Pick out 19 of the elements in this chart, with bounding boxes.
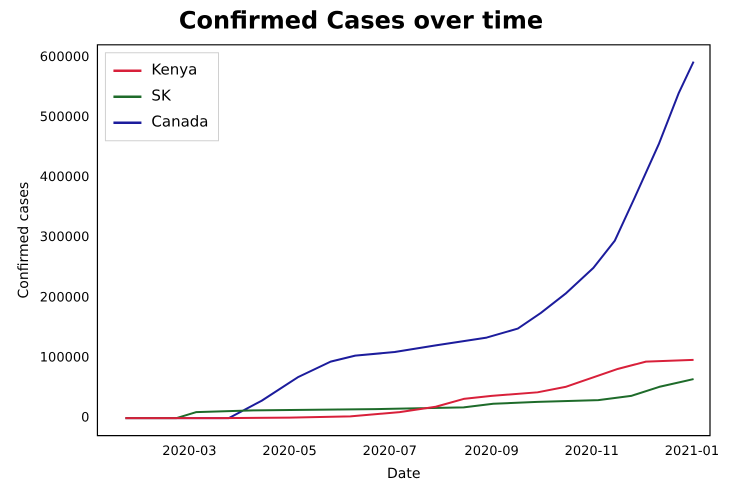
y-tick-label: 400000 xyxy=(40,170,90,186)
legend-label: Kenya xyxy=(151,60,198,79)
x-tick-label: 2020-05 xyxy=(262,444,317,459)
x-tick-label: 2020-09 xyxy=(464,444,519,459)
y-tick-label: 0 xyxy=(81,410,90,426)
x-tick-label: 2021-01 xyxy=(664,444,720,459)
legend-label: Canada xyxy=(151,112,209,131)
legend-label: SK xyxy=(151,86,172,105)
x-tick-label: 2020-07 xyxy=(362,444,417,459)
y-tick-label: 200000 xyxy=(40,290,90,306)
x-tick-label: 2020-03 xyxy=(162,444,217,459)
y-tick-label: 100000 xyxy=(40,350,90,366)
y-tick-label: 600000 xyxy=(40,50,90,65)
chart-title: Confirmed Cases over time xyxy=(178,6,544,35)
y-axis-title: Confirmed cases xyxy=(16,182,32,299)
y-tick-label: 500000 xyxy=(40,110,90,125)
y-tick-label: 300000 xyxy=(40,230,90,246)
x-axis-title: Date xyxy=(386,466,420,482)
x-tick-label: 2020-11 xyxy=(564,444,619,459)
